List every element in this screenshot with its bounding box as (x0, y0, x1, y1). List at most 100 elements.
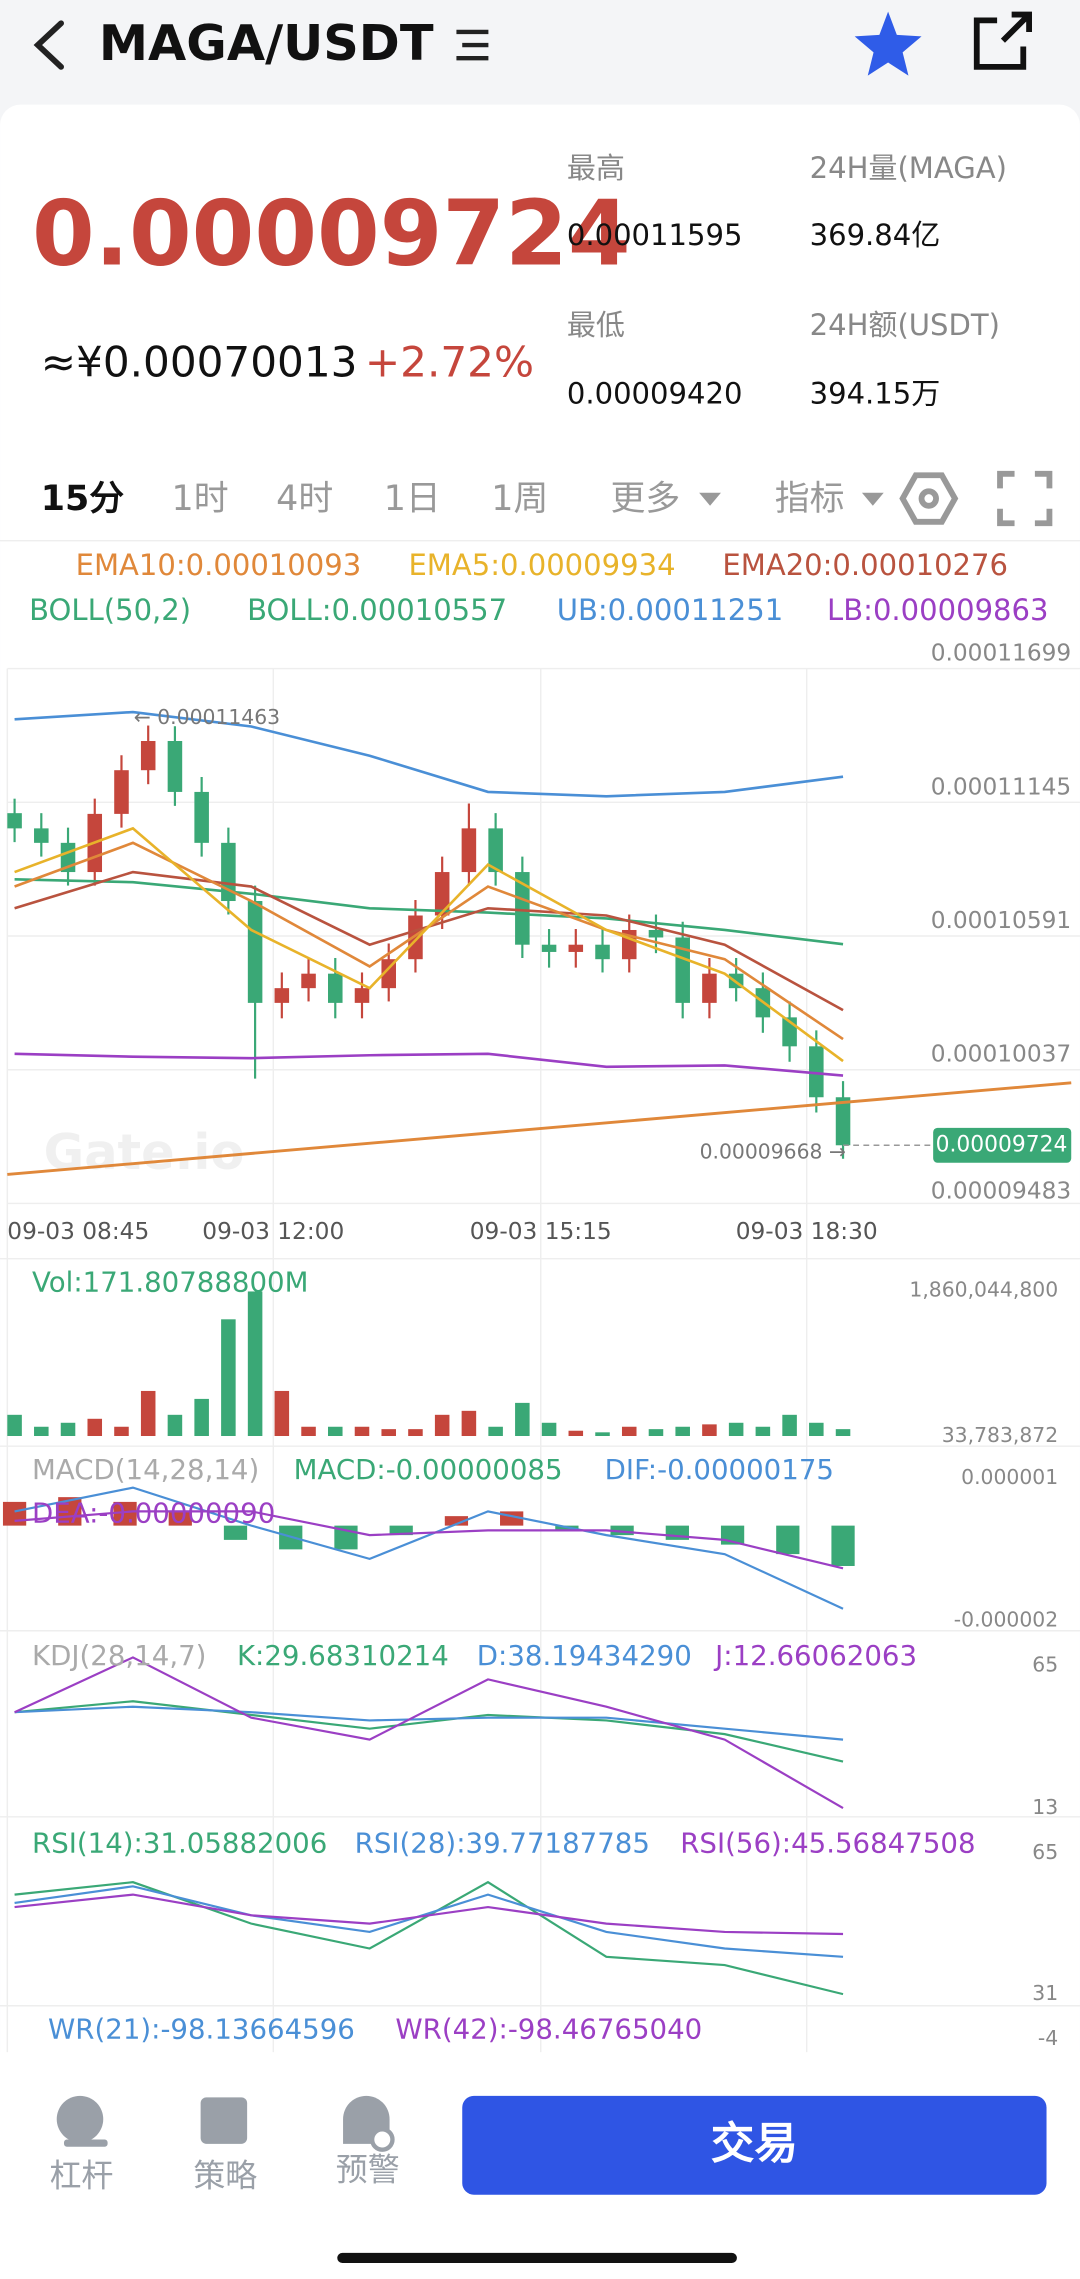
share-button[interactable] (973, 11, 1032, 70)
tab-active[interactable]: 15分 (41, 479, 125, 519)
kdj-label: KDJ(28,14,7) (32, 1639, 206, 1672)
candle-body (194, 791, 209, 843)
macd-bar (2, 1501, 27, 1526)
legend-ema5: EMA5:0.00009934 (408, 548, 675, 582)
rsi-line (14, 1885, 844, 1958)
candle-body (114, 770, 129, 814)
dea-line (14, 1510, 844, 1570)
settings-icon[interactable] (899, 472, 959, 525)
strategy-icon[interactable] (200, 2097, 248, 2144)
indicator-line (14, 1052, 844, 1077)
macd-bar (168, 1511, 192, 1526)
volume-bar (675, 1426, 690, 1437)
candle-body (247, 901, 263, 1003)
candle-body (434, 872, 450, 916)
pair-menu-icon[interactable] (456, 29, 489, 61)
change-percent: +2.72% (365, 337, 534, 386)
macd-bar (113, 1501, 137, 1526)
last-price: 0.00009724 (32, 182, 631, 287)
volume-bar (782, 1414, 797, 1437)
tab[interactable]: 4时 (276, 479, 333, 519)
candle-body (541, 944, 557, 952)
candle-body (381, 959, 396, 989)
volume-bar (648, 1429, 664, 1437)
volume-bar (755, 1426, 771, 1437)
volume-bar (809, 1422, 824, 1437)
tab[interactable]: 1日 (384, 479, 441, 519)
y-tick-label: 65 (1032, 1840, 1058, 1864)
watermark: Gate.io (44, 1123, 245, 1181)
volume-bar (301, 1426, 316, 1437)
volume-bar (194, 1398, 209, 1437)
nav-label[interactable]: 策略 (193, 2156, 257, 2194)
candle-body (274, 988, 290, 1003)
volume-bar (247, 1291, 263, 1437)
kdj-label: K:29.68310214 (237, 1639, 449, 1672)
candle-body (34, 828, 49, 843)
rsi-label: RSI(28):39.77187785 (355, 1826, 650, 1859)
candle-body (301, 973, 316, 989)
macd-label: DEA:-0.00000090 (32, 1496, 275, 1529)
stat-value: 394.15万 (810, 376, 941, 410)
stat-label: 24H量(MAGA) (810, 151, 1007, 185)
y-tick-label: 0.00010037 (931, 1041, 1072, 1068)
nav-label[interactable]: 预警 (336, 2150, 400, 2188)
leverage-icon[interactable] (56, 2095, 108, 2147)
trade-button-label[interactable]: 交易 (711, 2120, 798, 2170)
y-tick-label: 33,783,872 (942, 1423, 1058, 1447)
macd-bar (776, 1525, 800, 1555)
y-tick-label: 1,860,044,800 (909, 1278, 1058, 1302)
legend-ema10: EMA10:0.00010093 (76, 548, 362, 582)
volume-label: Vol:171.80788800M (32, 1265, 308, 1298)
dropdown-arrow (699, 492, 721, 506)
last-price-tag-label: 0.00009724 (936, 1132, 1068, 1157)
tab[interactable]: 1时 (172, 479, 229, 519)
stat-label: 24H额(USDT) (810, 308, 1000, 342)
volume-bar (408, 1429, 423, 1437)
volume-bar (595, 1432, 610, 1437)
volume-bar (728, 1422, 744, 1437)
candle-body (595, 944, 610, 960)
y-tick-label: 0.000001 (961, 1465, 1058, 1489)
alert-icon[interactable] (343, 2095, 395, 2152)
volume-bar (167, 1414, 183, 1437)
y-tick-label: 13 (1032, 1795, 1058, 1819)
dropdown-arrow (861, 492, 884, 506)
volume-bar (7, 1414, 22, 1437)
stat-value: 0.00011595 (567, 218, 743, 252)
kdj-line (14, 1700, 844, 1763)
macd-bar (831, 1525, 855, 1566)
y-tick-label: 31 (1032, 1981, 1058, 2005)
candle-body (488, 828, 503, 873)
macd-label: DIF:-0.00000175 (605, 1453, 834, 1486)
candle-body (167, 740, 183, 792)
candle-body (568, 944, 584, 952)
candle-body (461, 828, 477, 873)
tab[interactable]: 更多 (610, 479, 680, 519)
x-tick-label: 09-03 08:45 (7, 1218, 149, 1245)
home-indicator (337, 2252, 737, 2264)
macd-bar (58, 1497, 82, 1526)
wr-label: WR(21):-98.13664596 (48, 2012, 355, 2045)
volume-bar (140, 1390, 156, 1437)
volume-bar (568, 1430, 584, 1437)
indicator-line (14, 877, 844, 946)
stat-value: 369.84亿 (810, 218, 941, 252)
low-marker: 0.00009668 → (700, 1140, 846, 1164)
x-tick-label: 09-03 12:00 (202, 1218, 344, 1245)
trade-button[interactable] (462, 2095, 1047, 2195)
tab[interactable]: 1周 (491, 479, 548, 519)
macd-bar (389, 1525, 413, 1536)
y-tick-label: 65 (1032, 1653, 1058, 1677)
volume-bar (87, 1418, 103, 1437)
nav-label[interactable]: 杠杆 (49, 2156, 113, 2194)
back-button[interactable] (33, 20, 64, 70)
tab[interactable]: 指标 (775, 479, 845, 519)
legend-lb: LB:0.00009863 (827, 593, 1048, 627)
y-tick-label: 0.00011145 (931, 773, 1072, 800)
favorite-star[interactable] (854, 11, 922, 76)
pair-title[interactable]: MAGA/USDT (99, 14, 434, 72)
volume-bar (381, 1429, 396, 1437)
fullscreen-icon[interactable] (997, 470, 1053, 527)
candle-body (7, 813, 22, 829)
